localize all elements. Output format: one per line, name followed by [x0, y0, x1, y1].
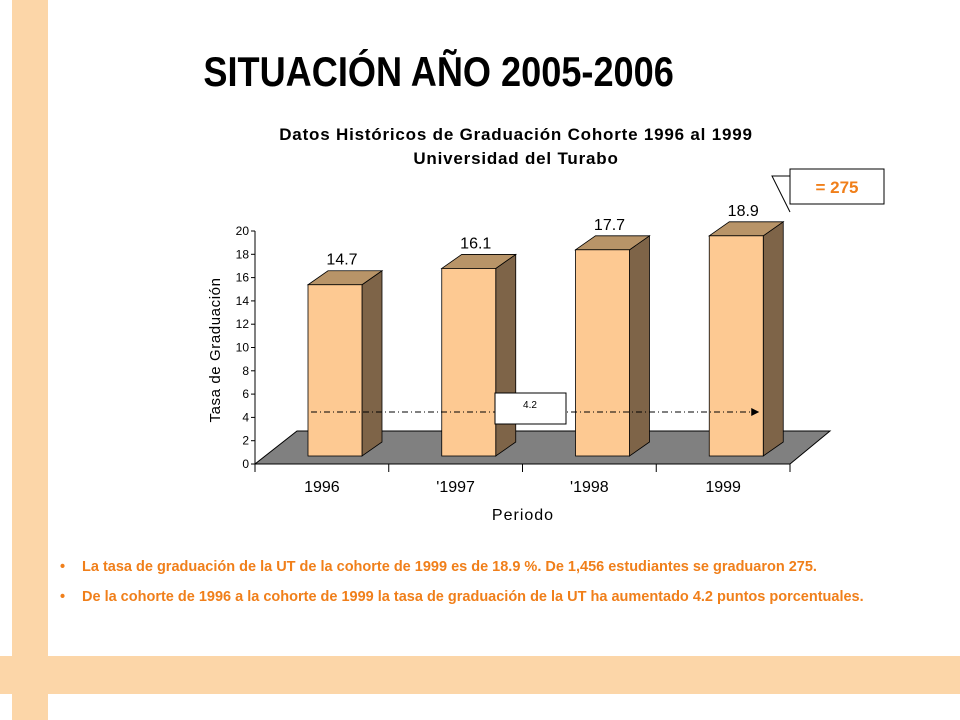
- bar-value-label: 18.9: [728, 203, 759, 220]
- bullet-item: • La tasa de graduación de la UT de la co…: [60, 558, 950, 576]
- difference-arrow-head: [751, 408, 760, 416]
- x-tick-label: '1997: [436, 479, 475, 496]
- y-tick-label: 20: [236, 224, 250, 238]
- y-tick-label: 18: [236, 247, 250, 261]
- bar: [441, 268, 497, 457]
- chart-subtitle: Universidad del Turabo: [413, 149, 618, 168]
- count-callout-box: [789, 168, 885, 205]
- y-tick-label: 4: [242, 410, 249, 424]
- bar-side: [361, 269, 383, 457]
- bullet-list: • La tasa de graduación de la UT de la co…: [60, 558, 950, 618]
- y-tick-label: 0: [242, 457, 249, 471]
- y-tick-label: 10: [236, 341, 250, 355]
- y-tick-label: 16: [236, 271, 250, 285]
- x-tick-label: 1996: [304, 479, 340, 496]
- bullet-dot: •: [60, 589, 66, 605]
- count-callout-leader: [771, 175, 791, 213]
- bullet-dot: •: [60, 559, 66, 575]
- bar-value-label: 17.7: [594, 217, 625, 234]
- count-callout-label: = 275: [815, 178, 858, 197]
- x-axis-label: Periodo: [492, 507, 554, 524]
- bar-value-label: 16.1: [460, 235, 491, 252]
- bar-side: [762, 221, 784, 457]
- y-tick-label: 6: [242, 387, 249, 401]
- bar: [708, 235, 764, 457]
- x-tick-label: '1998: [570, 479, 609, 496]
- x-tick-label: 1999: [705, 479, 741, 496]
- y-tick-label: 12: [236, 317, 250, 331]
- accent-stripe-horizontal: [0, 656, 960, 694]
- bar-value-label: 14.7: [326, 252, 357, 269]
- difference-callout-box: [494, 392, 567, 425]
- y-axis-label: Tasa de Graduación: [207, 277, 224, 422]
- y-tick-label: 14: [236, 294, 250, 308]
- difference-callout-label: 4.2: [523, 400, 537, 411]
- bullet-text: De la cohorte de 1996 a la cohorte de 19…: [82, 589, 864, 605]
- y-tick-label: 2: [242, 434, 249, 448]
- bar-side: [495, 253, 517, 457]
- bar-side: [629, 235, 650, 457]
- bar: [307, 284, 363, 457]
- accent-stripe-vertical: [12, 0, 48, 720]
- y-tick-label: 8: [242, 364, 249, 378]
- slide-title: SITUACIÓN AÑO 2005-2006: [203, 48, 674, 95]
- bar: [575, 249, 630, 457]
- bullet-text: La tasa de graduación de la UT de la coh…: [82, 559, 817, 575]
- bullet-item: • De la cohorte de 1996 a la cohorte de 1…: [60, 588, 950, 606]
- chart-title: Datos Históricos de Graduación Cohorte 1…: [279, 125, 753, 144]
